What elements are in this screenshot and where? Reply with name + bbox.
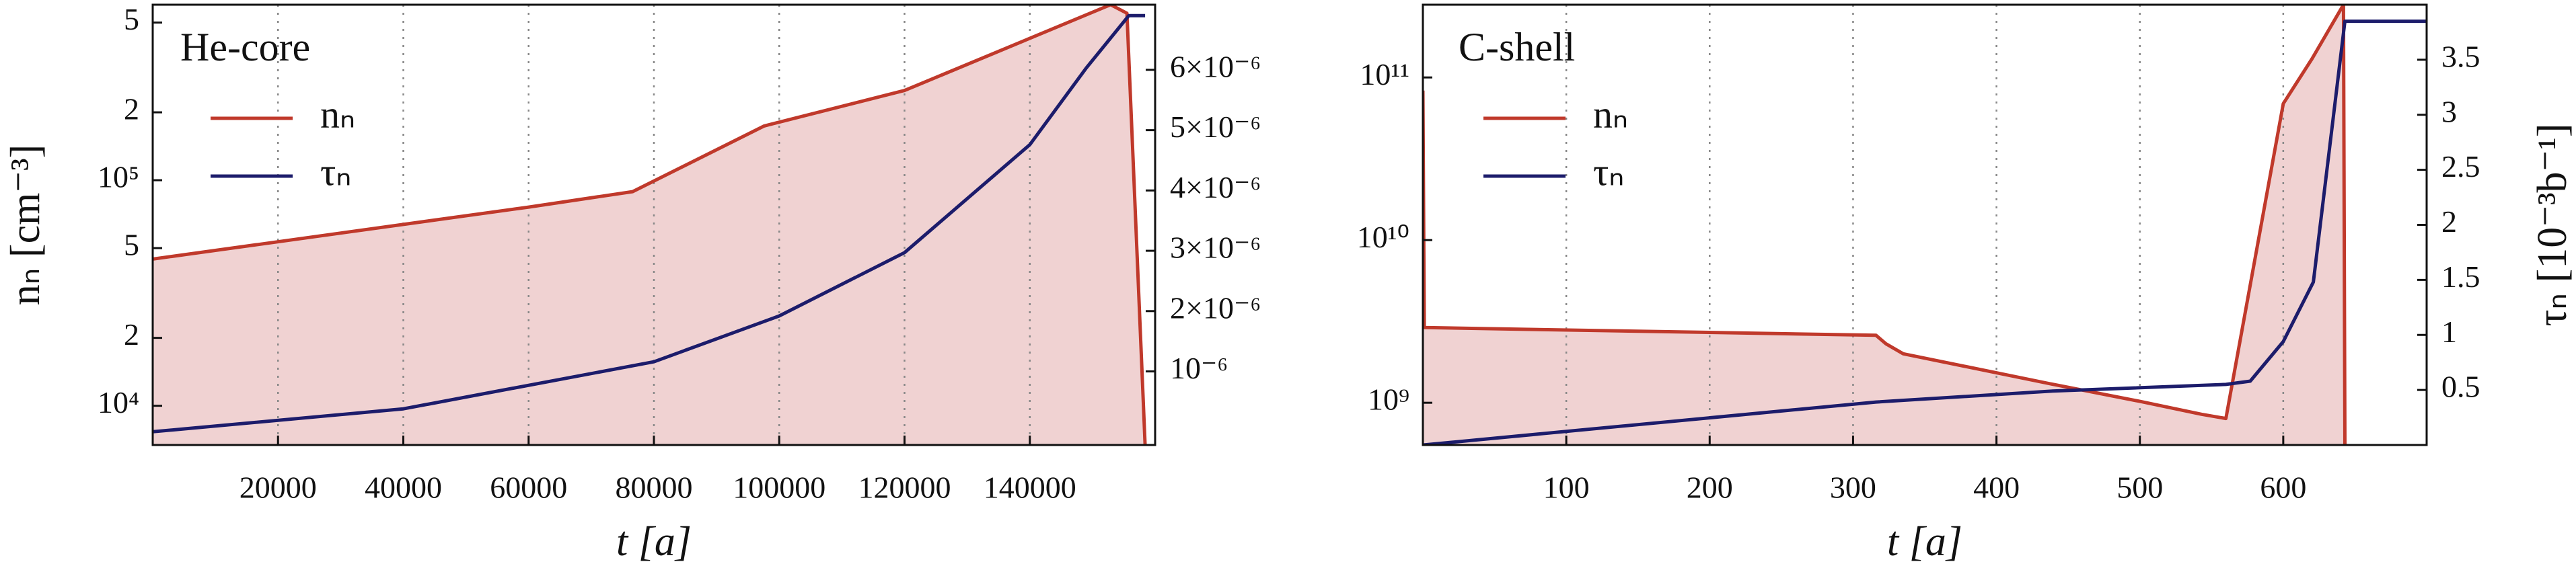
x-tick-label: 120000 bbox=[858, 471, 951, 505]
y-tick-label: 5 bbox=[124, 228, 139, 262]
y2-tick-label: 3 bbox=[2441, 94, 2457, 128]
y2-tick-label: 10⁻⁶ bbox=[1170, 351, 1228, 385]
y2-tick-label: 1.5 bbox=[2441, 259, 2480, 294]
y2-axis-label: τₙ [10⁻³b⁻¹] bbox=[2530, 123, 2575, 326]
x-tick-label: 40000 bbox=[365, 471, 442, 505]
y-tick-label: 10¹⁰ bbox=[1357, 220, 1409, 254]
panel-title: He-core bbox=[180, 25, 310, 69]
line bbox=[153, 5, 1147, 445]
y2-tick-label: 2 bbox=[2441, 204, 2457, 239]
y-tick-label: 2 bbox=[124, 92, 139, 126]
panel-title: C-shell bbox=[1459, 25, 1575, 69]
y-tick-label: 10⁴ bbox=[98, 385, 139, 419]
plot-area bbox=[153, 5, 1147, 445]
y2-tick-label: 0.5 bbox=[2441, 370, 2480, 404]
area bbox=[1423, 5, 2345, 445]
area bbox=[153, 5, 1146, 445]
y2-tick-label: 5×10⁻⁶ bbox=[1170, 110, 1261, 144]
x-tick-label: 20000 bbox=[240, 471, 317, 505]
line bbox=[153, 13, 1146, 434]
y-tick-label: 5 bbox=[124, 2, 139, 36]
x-tick-label: 80000 bbox=[616, 471, 693, 505]
plot-area bbox=[1423, 5, 2427, 445]
y2-tick-label: 6×10⁻⁶ bbox=[1170, 49, 1261, 83]
x-tick-label: 300 bbox=[1830, 471, 1876, 505]
line bbox=[1423, 5, 2347, 445]
x-tick-label: 200 bbox=[1687, 471, 1733, 505]
y2-tick-label: 2×10⁻⁶ bbox=[1170, 290, 1261, 325]
legend-label: τₙ bbox=[1593, 150, 1624, 194]
x-axis-label: t [a] bbox=[616, 519, 692, 565]
x-tick-label: 100000 bbox=[733, 471, 825, 505]
y-tick-label: 10⁹ bbox=[1368, 382, 1409, 417]
x-tick-label: 600 bbox=[2260, 471, 2306, 505]
legend-label: nₙ bbox=[1593, 92, 1628, 136]
y2-tick-label: 3.5 bbox=[2441, 39, 2480, 73]
y2-tick-label: 2.5 bbox=[2441, 149, 2480, 184]
line bbox=[1423, 19, 2427, 445]
y-tick-label: 10¹¹ bbox=[1360, 57, 1409, 91]
x-tick-label: 140000 bbox=[984, 471, 1076, 505]
x-axis-label: t [a] bbox=[1887, 519, 1962, 565]
x-tick-label: 500 bbox=[2117, 471, 2163, 505]
x-tick-label: 60000 bbox=[490, 471, 567, 505]
y-tick-label: 10⁵ bbox=[98, 160, 139, 194]
y2-tick-label: 3×10⁻⁶ bbox=[1170, 231, 1261, 265]
y2-tick-label: 1 bbox=[2441, 315, 2457, 349]
x-tick-label: 100 bbox=[1543, 471, 1590, 505]
y-axis-label: nₙ [cm⁻³] bbox=[3, 145, 48, 306]
y-tick-label: 2 bbox=[124, 317, 139, 352]
y2-tick-label: 4×10⁻⁶ bbox=[1170, 170, 1261, 204]
legend-label: nₙ bbox=[320, 92, 355, 136]
legend-label: τₙ bbox=[320, 150, 351, 194]
x-tick-label: 400 bbox=[1973, 471, 2020, 505]
